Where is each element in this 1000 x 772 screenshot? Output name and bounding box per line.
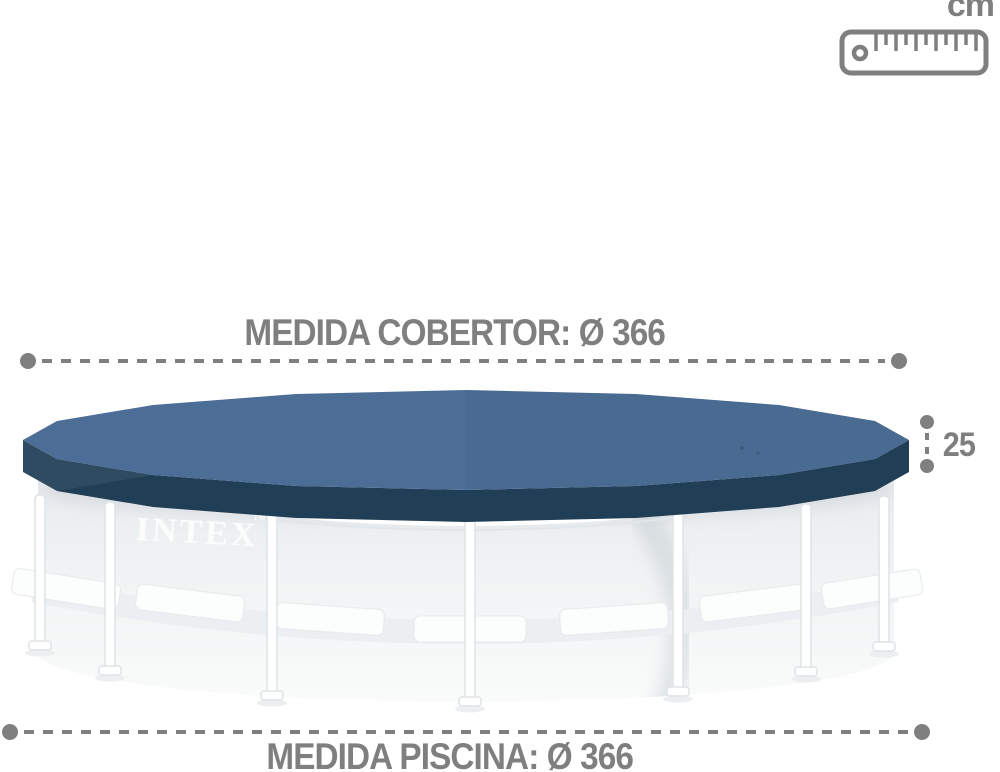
dimension-dashed-line xyxy=(24,730,908,734)
cover-dimension-text: MEDIDA COBERTOR: Ø 366 xyxy=(244,312,666,353)
dimension-endpoint-dot xyxy=(2,724,18,740)
dimension-endpoint-dot xyxy=(920,459,934,473)
unit-label: cm xyxy=(946,0,995,24)
ruler-icon xyxy=(839,29,989,76)
pool-legs xyxy=(25,494,899,713)
dimension-endpoint-dot xyxy=(891,353,907,369)
pool-dimension-text: MEDIDA PISCINA: Ø 366 xyxy=(266,736,634,772)
pool-leg xyxy=(257,512,287,707)
height-dimension-line xyxy=(919,415,935,473)
cover-dimension-line xyxy=(20,353,907,369)
intex-logo: INTEX xyxy=(135,511,259,554)
dimension-dashed-line xyxy=(42,359,885,363)
dimension-endpoint-dot xyxy=(920,415,934,429)
pool-cover-top xyxy=(23,390,909,490)
height-dimension-text: 25 xyxy=(942,426,976,464)
pool-leg xyxy=(869,495,899,658)
pool-leg xyxy=(95,501,125,682)
height-dimension-label: 25 xyxy=(941,426,1000,465)
pool-dimension-line xyxy=(2,724,930,740)
ruler-unit-block: cm xyxy=(838,0,998,77)
dimension-endpoint-dot xyxy=(20,353,36,369)
pool-cover xyxy=(23,390,909,522)
dimension-dashed-line xyxy=(925,433,929,455)
pool-dimension-label: MEDIDA PISCINA: Ø 366 xyxy=(0,736,900,772)
pool-illustration: INTEX ™ xyxy=(10,390,924,713)
pool-leg xyxy=(791,503,821,683)
pool-cover-rim xyxy=(23,440,909,522)
pool-leg xyxy=(25,494,55,657)
cover-dimension-label: MEDIDA COBERTOR: Ø 366 xyxy=(0,312,910,354)
dimension-endpoint-dot xyxy=(914,724,930,740)
